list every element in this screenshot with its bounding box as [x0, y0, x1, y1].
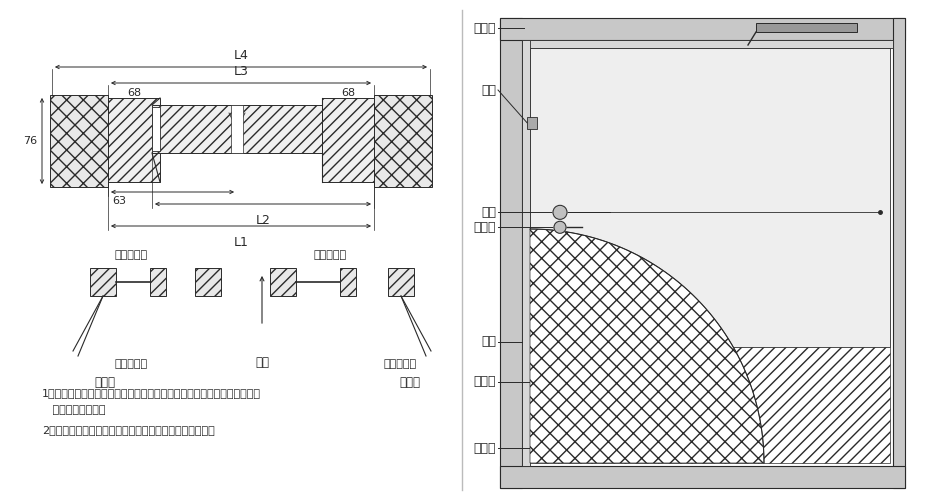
Circle shape: [554, 222, 566, 234]
Bar: [195, 268, 221, 296]
Bar: [108, 98, 160, 182]
Bar: [756, 23, 857, 32]
Text: 开面（外）: 开面（外）: [383, 359, 417, 369]
Bar: [522, 40, 893, 48]
Text: 门框: 门框: [481, 336, 496, 348]
Text: 防火锁: 防火锁: [473, 221, 496, 234]
Bar: [231, 105, 243, 153]
Bar: [530, 347, 890, 463]
Bar: [90, 268, 116, 296]
Text: 开面（外）: 开面（外）: [114, 359, 148, 369]
Text: 76: 76: [23, 136, 37, 146]
Text: 闭门器: 闭门器: [473, 22, 496, 35]
Text: 铰链在右为右开。: 铰链在右为右开。: [42, 405, 105, 415]
Bar: [530, 48, 890, 347]
Bar: [150, 268, 166, 296]
Text: L2: L2: [256, 214, 271, 227]
Text: 视内: 视内: [255, 356, 269, 369]
Bar: [374, 95, 432, 187]
Text: 内骨架: 内骨架: [473, 375, 496, 388]
Text: 68: 68: [126, 88, 141, 98]
Text: 关面（内）: 关面（内）: [313, 250, 347, 260]
Text: 珍珠岩: 珍珠岩: [473, 442, 496, 454]
Bar: [270, 268, 296, 296]
Text: 右外开: 右外开: [400, 376, 420, 389]
Text: 铰链: 铰链: [481, 84, 496, 96]
Text: 63: 63: [112, 196, 126, 206]
Bar: [152, 107, 160, 151]
Text: L4: L4: [233, 49, 248, 62]
Bar: [388, 268, 414, 296]
Text: 1、防火门一般为常闭式对外开门，向疏散方向开启，站在门外面对铰链，: 1、防火门一般为常闭式对外开门，向疏散方向开启，站在门外面对铰链，: [42, 388, 261, 398]
Text: 关面（内）: 关面（内）: [114, 250, 148, 260]
Polygon shape: [530, 229, 764, 463]
Text: 2、门的安装装置，洞口尺寸请提供建筑平面图及尺寸图。: 2、门的安装装置，洞口尺寸请提供建筑平面图及尺寸图。: [42, 425, 215, 435]
Bar: [152, 105, 322, 153]
Bar: [893, 18, 905, 488]
Bar: [50, 95, 108, 187]
Text: 68: 68: [341, 88, 355, 98]
Text: 门扇: 门扇: [481, 206, 496, 219]
Text: L3: L3: [233, 65, 248, 78]
Bar: [527, 116, 537, 128]
Text: L1: L1: [233, 236, 248, 249]
Bar: [500, 18, 905, 40]
Text: 左外开: 左外开: [95, 376, 115, 389]
Bar: [500, 466, 905, 488]
Bar: [500, 18, 522, 488]
Bar: [522, 40, 530, 466]
Bar: [340, 268, 355, 296]
Circle shape: [553, 206, 567, 220]
Bar: [322, 98, 374, 182]
